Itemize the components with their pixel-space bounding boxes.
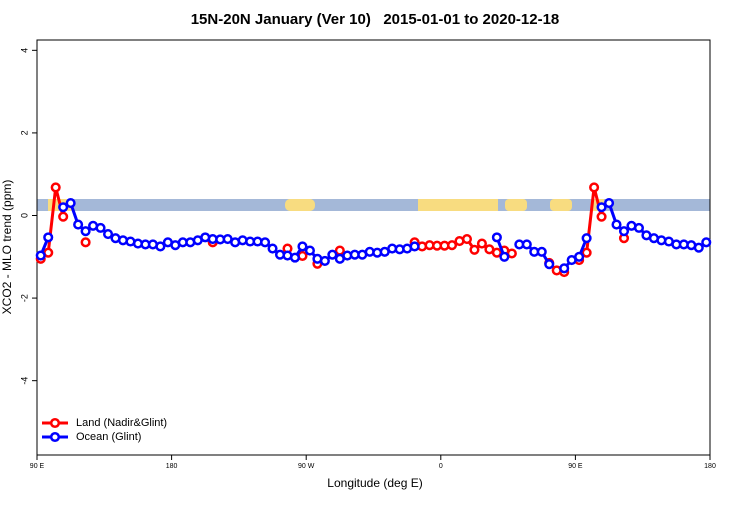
data-point <box>476 238 487 249</box>
plot-frame <box>36 39 711 456</box>
x-tick-label: 180 <box>704 463 716 470</box>
data-point <box>297 241 308 252</box>
data-point <box>581 247 592 258</box>
data-point <box>559 263 570 274</box>
data-point <box>95 222 106 233</box>
data-point <box>596 202 607 213</box>
chart-title: 15N-20N January (Ver 10) 2015-01-01 to 2… <box>191 11 560 28</box>
legend-label: Land (Nadir&Glint) <box>76 417 167 429</box>
x-tick-label: 90 E <box>568 463 583 470</box>
data-point <box>267 243 278 254</box>
data-point <box>50 182 61 193</box>
data-point <box>618 226 630 237</box>
data-point <box>589 182 600 193</box>
data-point <box>701 237 712 248</box>
data-point <box>409 241 420 252</box>
data-point <box>491 232 502 243</box>
legend-marker <box>49 417 61 429</box>
data-point <box>693 242 704 253</box>
ocean-strip <box>37 199 710 211</box>
data-point <box>102 229 114 240</box>
data-point <box>260 237 271 248</box>
y-tick-label: -2 <box>19 294 29 302</box>
data-point <box>43 232 54 243</box>
x-axis-title: Longitude (deg E) <box>327 476 422 490</box>
x-tick-label: 0 <box>439 463 443 470</box>
legend-marker <box>49 431 61 443</box>
data-point <box>544 259 555 270</box>
data-point <box>633 222 645 233</box>
data-point <box>469 244 480 255</box>
data-point <box>581 233 592 244</box>
series-line <box>39 200 708 270</box>
x-tick-label: 90 E <box>30 463 45 470</box>
data-point <box>58 211 69 222</box>
data-point <box>596 211 607 222</box>
land-strip <box>550 199 572 211</box>
legend-label: Ocean (Glint) <box>76 431 141 443</box>
land-strip <box>418 199 498 211</box>
land-strip <box>505 199 527 211</box>
data-point <box>80 226 91 237</box>
data-point <box>35 250 46 261</box>
data-point <box>521 239 532 250</box>
y-tick-label: 0 <box>19 213 29 218</box>
data-point <box>319 255 330 266</box>
data-point <box>58 202 69 213</box>
data-point <box>604 198 615 209</box>
data-point <box>446 240 458 251</box>
data-point <box>80 237 91 248</box>
data-point <box>65 198 76 209</box>
data-point <box>461 233 473 245</box>
y-tick-label: 2 <box>19 130 29 135</box>
data-point <box>327 249 338 260</box>
data-point <box>155 241 166 252</box>
y-tick-label: -4 <box>19 377 29 385</box>
data-point <box>499 251 510 262</box>
y-tick-label: 4 <box>19 48 29 53</box>
data-point <box>304 245 315 256</box>
x-tick-label: 90 W <box>298 463 315 470</box>
x-tick-label: 180 <box>166 463 178 470</box>
data-point <box>289 252 301 263</box>
data-point <box>611 219 622 230</box>
data-point <box>73 219 84 230</box>
y-axis-title: XCO2 - MLO trend (ppm) <box>0 180 14 315</box>
land-strip <box>285 199 315 211</box>
data-point <box>574 251 585 262</box>
data-point <box>536 246 547 257</box>
